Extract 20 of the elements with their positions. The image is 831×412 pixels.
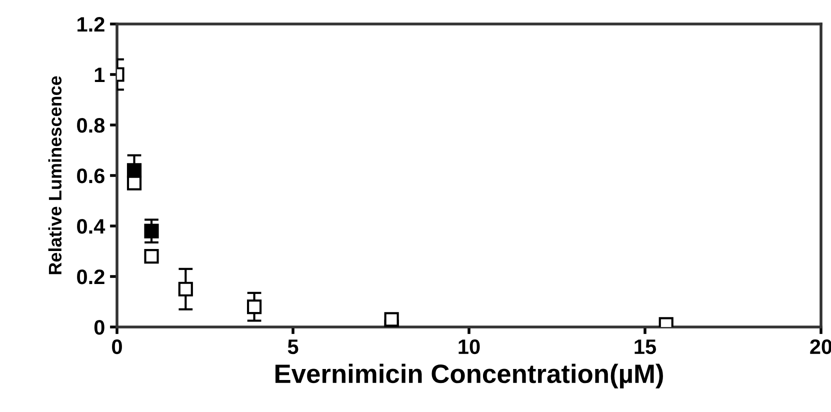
point xyxy=(144,249,159,264)
point xyxy=(126,176,142,190)
x-tick-label: 0 xyxy=(112,339,122,354)
x-tick-label: 5 xyxy=(288,340,298,354)
point xyxy=(178,282,193,296)
y-tick-label: 1 xyxy=(94,68,105,82)
y-tick-label: 0.6 xyxy=(77,168,104,184)
point xyxy=(126,163,142,178)
y-tick-label: 1.2 xyxy=(78,17,104,32)
x-tick-label: 10 xyxy=(458,339,480,354)
y-tick-label: 0.8 xyxy=(77,118,105,133)
point xyxy=(144,224,159,238)
y-tick-label: 0.2 xyxy=(77,270,104,284)
x-tick-label: 15 xyxy=(634,340,656,354)
y-tick-label: 0.4 xyxy=(77,219,106,234)
x-axis-title: Evernimicin Concentration(µM) xyxy=(276,364,663,388)
y-axis-title: Relative Luminescence xyxy=(48,76,62,274)
point xyxy=(384,312,399,327)
point xyxy=(246,300,262,314)
y-tick-label: 0 xyxy=(94,320,104,335)
